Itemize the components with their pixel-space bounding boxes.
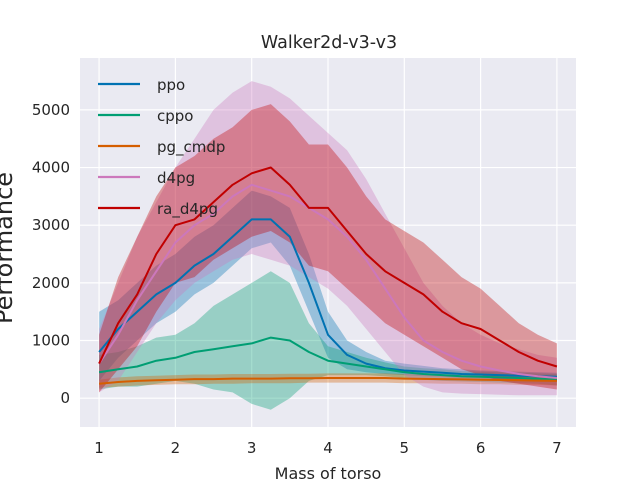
x-axis-label: Mass of torso (275, 464, 382, 480)
d4pg-band (99, 81, 557, 396)
legend-label: d4pg (157, 169, 195, 187)
x-tick-label: 3 (247, 439, 257, 457)
y-axis-label: Performance (0, 172, 18, 324)
y-tick-label: 4000 (32, 159, 70, 177)
x-tick-labels: 1 2 3 4 5 6 7 (94, 439, 561, 457)
legend: ppo cppo pg_cmdp d4pg ra_d4pg (98, 76, 225, 219)
pg_cmdp-line (99, 377, 557, 385)
legend-label: pg_cmdp (157, 138, 225, 157)
pg_cmdp-band (99, 373, 557, 388)
y-tick-label: 3000 (32, 216, 70, 234)
legend-label: ppo (157, 76, 185, 94)
ppo-line (98, 218, 557, 378)
y-tick-label: 2000 (32, 274, 70, 292)
chart-title: Walker2d-v3-v3 (261, 33, 397, 53)
x-tick-label: 7 (552, 439, 562, 457)
y-tick-label: 5000 (32, 101, 70, 119)
y-tick-label: 0 (60, 389, 70, 407)
ppo-band (99, 190, 557, 381)
cppo-line (98, 336, 557, 381)
d4pg-line (98, 183, 557, 379)
x-tick-label: 4 (323, 439, 333, 457)
x-tick-label: 1 (94, 439, 104, 457)
legend-label: cppo (157, 107, 193, 125)
ra_d4pg-line (98, 166, 558, 368)
x-tick-label: 5 (400, 439, 410, 457)
x-tick-label: 6 (476, 439, 486, 457)
x-tick-label: 2 (171, 439, 181, 457)
y-tick-labels: 0 1000 2000 3000 4000 5000 (32, 101, 70, 407)
ra_d4pg-band (99, 104, 557, 393)
series-lines (98, 166, 558, 385)
confidence-bands (99, 81, 557, 410)
legend-label: ra_d4pg (157, 200, 218, 219)
y-tick-label: 1000 (32, 332, 70, 350)
